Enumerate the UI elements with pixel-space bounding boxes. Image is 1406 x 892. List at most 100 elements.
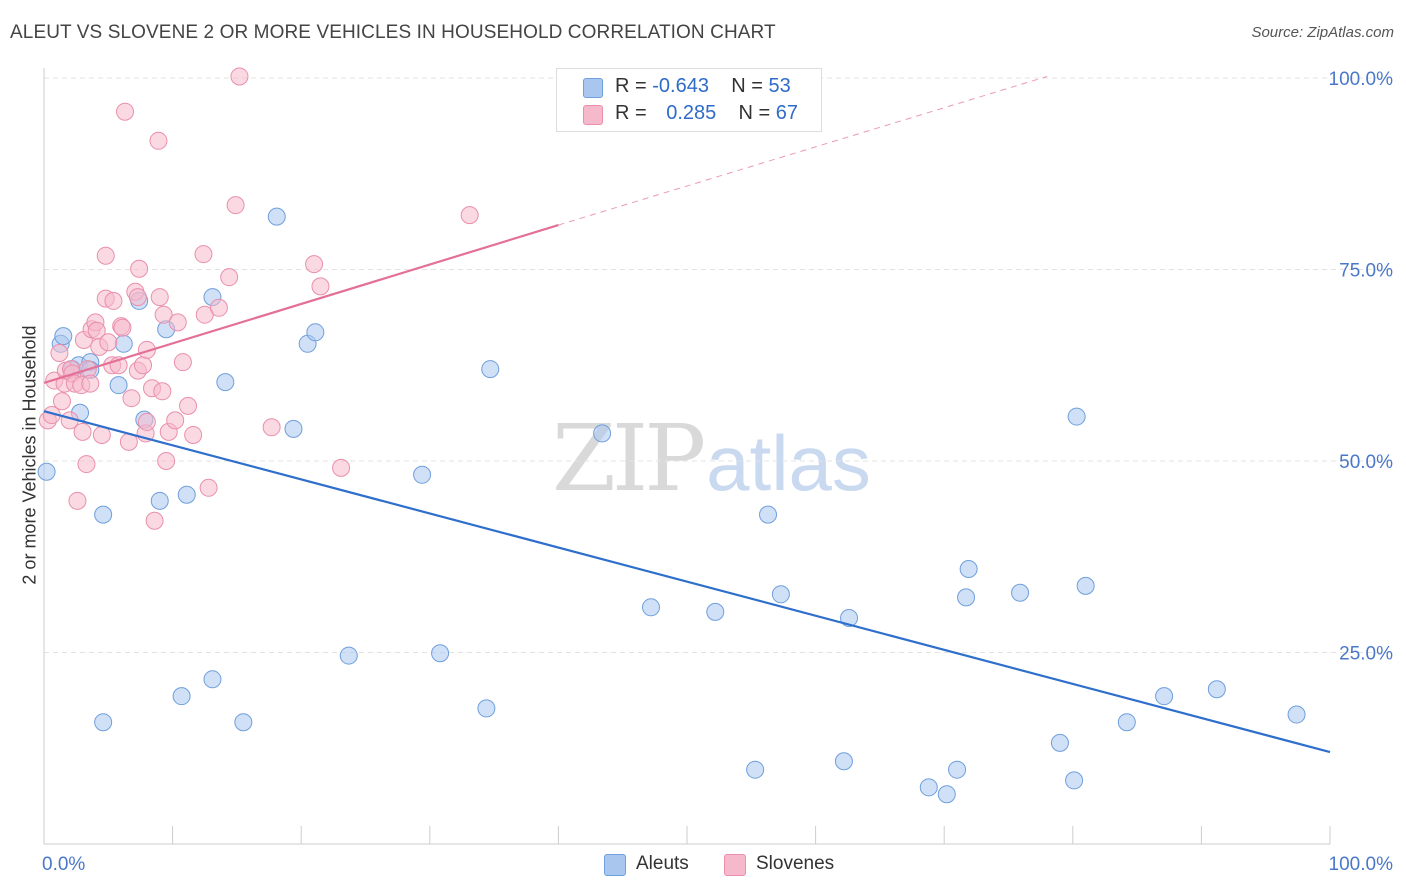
aleuts-point [834,752,853,771]
aleuts-point [413,465,432,484]
slovenes-point [137,412,156,431]
slovenes-point [173,353,192,372]
slovenes-point [460,206,479,225]
y-tick-label: 50.0% [1339,452,1393,473]
aleuts-point [306,323,325,342]
aleuts-point [114,334,133,353]
legend-n-label: N = [738,102,771,124]
aleuts-point [339,646,358,665]
slovenes-point [311,277,330,296]
y-tick-label: 25.0% [1339,644,1393,665]
legend-n-value: 53 [768,75,791,97]
x-tick-label: 100.0% [1329,854,1394,875]
aleuts-point [957,588,976,607]
slovenes-point [157,452,176,470]
slovenes-point [99,333,118,352]
chart-title: ALEUT VS SLOVENE 2 OR MORE VEHICLES IN H… [10,22,776,43]
aleuts-point [54,327,73,346]
aleuts-point [94,505,113,524]
legend-swatch-slovenes [583,105,603,125]
aleuts-point [431,644,450,663]
aleuts-point [919,778,938,797]
slovenes-point [150,288,169,307]
aleuts-point [37,462,56,481]
slovenes-point [104,291,123,310]
legend-row-slovenes: R = 0.285 N = 67 [557,100,821,128]
aleuts-point [284,419,303,438]
slovenes-point [134,356,153,375]
slovenes-point [77,455,96,474]
slovenes-point [122,389,141,408]
aleuts-point [1050,733,1069,752]
aleuts-point [1117,713,1136,732]
slovenes-point [116,102,135,121]
legend-swatch-aleuts [583,78,603,98]
slovenes-point [130,259,149,278]
slovenes-point [73,422,92,441]
slovenes-point [179,396,198,415]
slovenes-point [199,478,218,497]
x-tick-label: 0.0% [42,854,85,875]
legend-r-label: R = [615,102,647,124]
aleuts-point [959,560,978,579]
slovenes-point [53,392,72,411]
aleuts-point [481,360,500,379]
legend-row-aleuts: R = -0.643 N = 53 [557,73,821,101]
legend-text-slovenes: R = 0.285 N = 67 [615,102,798,125]
slovenes-point [68,491,87,510]
slovenes-point [209,298,228,317]
slovenes-point [305,255,324,274]
aleuts-point [641,598,660,617]
slovenes-point [137,340,156,359]
data-points [37,67,1306,804]
slovenes-trend-line [43,224,559,384]
aleuts-point [840,609,859,628]
slovenes-point [262,418,281,437]
aleuts-point [477,699,496,718]
correlation-legend: R = -0.643 N = 53 R = 0.285 N = 67 [556,68,822,132]
slovenes-point [153,382,172,401]
aleuts-point [267,207,286,226]
legend-r-label: R = [615,75,647,97]
aleuts-point [94,713,113,732]
legend-label-slovenes: Slovenes [756,853,835,874]
aleuts-point [216,373,235,392]
x-tick-marks [43,826,1331,844]
slovenes-point [81,374,100,393]
slovenes-point [96,246,115,265]
aleuts-point [172,687,191,706]
slovenes-trend-extension [558,75,1048,226]
slovenes-point [226,196,245,215]
series-legend: Aleuts Slovenes [0,852,1406,878]
y-tick-label: 75.0% [1339,261,1393,282]
slovenes-point [166,411,185,430]
legend-r-value: -0.643 [652,75,709,97]
legend-label-aleuts: Aleuts [636,853,689,874]
aleuts-point [746,760,765,779]
slovenes-point [332,458,351,477]
aleuts-point [1067,407,1086,426]
aleuts-point [1207,680,1226,699]
trend-lines [43,75,1331,754]
aleuts-point [150,491,169,510]
tick-labels: 25.0% 50.0% 75.0% 100.0% 0.0% 100.0% [42,69,1393,875]
legend-swatch-slovenes [724,854,746,876]
aleuts-point [937,785,956,804]
aleuts-point [706,602,725,621]
aleuts-point [1287,705,1306,724]
slovenes-point [149,131,168,150]
slovenes-point [154,305,173,324]
legend-swatch-aleuts [604,854,626,876]
slovenes-point [230,67,249,86]
legend-n-label: N = [731,75,763,97]
aleuts-point [1155,687,1174,706]
aleuts-point [203,670,222,689]
slovenes-point [128,288,147,307]
slovenes-point [194,245,213,264]
aleuts-point [1011,583,1030,602]
legend-r-value: 0.285 [666,102,717,124]
legend-n-value: 67 [775,102,799,124]
aleuts-point [759,505,778,524]
aleuts-point [234,713,253,732]
